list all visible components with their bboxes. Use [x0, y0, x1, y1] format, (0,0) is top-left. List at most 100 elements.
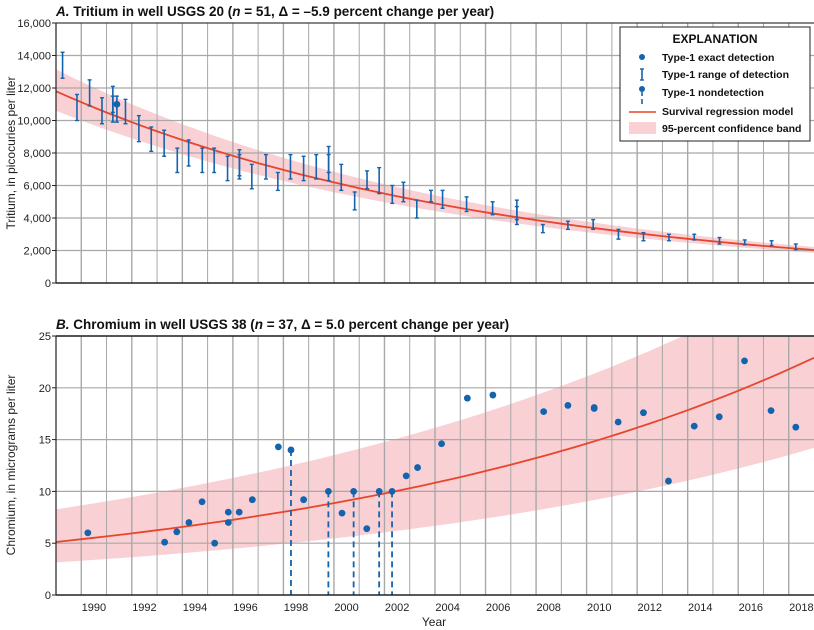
exact-detection-dot [211, 539, 219, 547]
range-detection-bar [200, 147, 205, 174]
range-detection-bar [490, 201, 495, 216]
legend-band-icon [629, 122, 656, 134]
nondetection-point [287, 446, 295, 595]
y-tick-label: 25 [39, 331, 51, 343]
range-detection-bar [123, 98, 128, 125]
x-tick-label: 2018 [789, 602, 813, 614]
range-detection-bar [301, 155, 306, 182]
range-detection-bar [314, 153, 319, 180]
exact-detection-dot [185, 519, 193, 526]
panel-b-title: B. Chromium in well USGS 38 (n = 37, Δ =… [56, 317, 509, 332]
range-detection-bar [74, 93, 79, 122]
y-tick-label: 0 [45, 278, 51, 290]
panel-b-x-tick-labels: 1990 1992 1994 1996 1998 2000 2002 2004 2006 2008… [82, 602, 814, 614]
exact-detection-dot [463, 394, 471, 402]
y-tick-label: 8,000 [23, 148, 51, 160]
exact-detection-dot [438, 440, 445, 448]
panel-b-regression-line [56, 356, 814, 543]
panel-b-y-tick-labels: 0 5 10 15 20 25 [39, 331, 51, 602]
nondetection-dot [287, 446, 295, 454]
range-detection-bar [514, 205, 519, 221]
range-detection-bar [212, 147, 217, 174]
y-tick-label: 12,000 [17, 83, 51, 95]
legend-label-nondetection: Type-1 nondetection [662, 87, 764, 99]
range-detection-bar [365, 170, 370, 190]
range-detection-bar [110, 95, 115, 114]
panel-a-tritium: A. Tritium in well USGS 20 (n = 51, Δ = … [4, 4, 814, 290]
x-tick-label: 2014 [688, 602, 712, 614]
nondetection-point [350, 488, 358, 595]
x-tick-label: 1992 [132, 602, 156, 614]
range-detection-bar [428, 189, 433, 203]
panel-a-y-axis-label: Tritium, in picocuries per liter [4, 77, 18, 230]
range-detection-bar [464, 196, 469, 213]
panel-a-letter: A. [55, 4, 70, 19]
legend-label-range-detection: Type-1 range of detection [662, 69, 789, 81]
range-detection-bar [275, 171, 280, 192]
exact-detection-dot [564, 402, 572, 409]
panel-a-title-rest: = 51, Δ = –5.9 percent change per year) [241, 4, 495, 19]
range-detection-bar [263, 153, 268, 180]
x-tick-label: 2002 [385, 602, 409, 614]
range-detection-bar [352, 191, 357, 211]
x-tick-label: 1990 [82, 602, 106, 614]
x-axis-label: Year [422, 615, 446, 629]
range-detection-bar [591, 218, 596, 231]
panel-b-n-symbol: n [255, 317, 263, 332]
exact-detection-dot [235, 508, 243, 516]
legend-item-nondetection: Type-1 nondetection [639, 86, 764, 104]
exact-detection-dot [741, 357, 748, 365]
exact-detection-dot [690, 422, 698, 430]
range-detection-bar [692, 233, 697, 241]
survival-regression-line [56, 356, 814, 543]
legend-heading: EXPLANATION [672, 32, 757, 46]
range-detection-bar [565, 220, 570, 231]
panel-a-axes [52, 22, 814, 284]
range-detection-bar [401, 181, 406, 203]
x-tick-label: 1994 [183, 602, 207, 614]
y-tick-label: 16,000 [17, 18, 51, 30]
exact-detection-dot [402, 472, 410, 480]
panel-b-y-axis-label: Chromium, in micrograms per liter [4, 375, 18, 556]
legend-item-range-detection: Type-1 range of detection [640, 68, 789, 81]
exact-detection-dot [640, 409, 647, 417]
panel-b-title-rest: = 37, Δ = 5.0 percent change per year) [263, 317, 509, 332]
nondetection-point [375, 488, 383, 595]
range-detection-bar [136, 114, 141, 143]
exact-detection-dot [590, 405, 598, 412]
exact-detection-dot [715, 413, 723, 421]
x-tick-label: 2000 [334, 602, 358, 614]
range-detection-bar [793, 243, 798, 251]
range-detection-bar [666, 233, 671, 242]
exact-detection-dot [248, 496, 256, 504]
exact-detection-dot [363, 525, 371, 533]
y-tick-label: 6,000 [23, 181, 51, 193]
range-detection-bar [742, 239, 747, 246]
y-tick-label: 2,000 [23, 246, 51, 258]
exact-detection-dot [489, 391, 497, 399]
panel-b-letter: B. [56, 317, 70, 332]
panel-b-chromium: B. Chromium in well USGS 38 (n = 37, Δ =… [4, 317, 814, 629]
panel-a-title: A. Tritium in well USGS 20 (n = 51, Δ = … [55, 4, 494, 19]
range-detection-bar [339, 163, 344, 192]
panel-a-regression-line [56, 90, 814, 251]
range-detection-bar [288, 153, 293, 180]
range-detection-bar [225, 155, 230, 182]
range-detection-bar [186, 139, 191, 167]
panel-b-title-text: Chromium in well USGS 38 ( [70, 317, 256, 332]
x-tick-label: 2004 [435, 602, 459, 614]
survival-regression-line [56, 90, 814, 251]
legend: EXPLANATION Type-1 exact detection Type-… [619, 26, 811, 142]
range-detection-bar [237, 153, 242, 177]
range-detection-bar [326, 153, 331, 174]
legend-label-exact-detection: Type-1 exact detection [662, 52, 774, 64]
exact-detection-dot [274, 443, 282, 451]
nondetection-point [324, 488, 332, 595]
range-detection-bar [390, 184, 395, 205]
range-detection-bar [60, 51, 65, 79]
range-detection-bar [149, 126, 154, 153]
x-tick-label: 2008 [536, 602, 560, 614]
range-detection-bar [377, 166, 382, 195]
y-tick-label: 0 [45, 590, 51, 602]
panel-b-data-points [84, 357, 800, 595]
